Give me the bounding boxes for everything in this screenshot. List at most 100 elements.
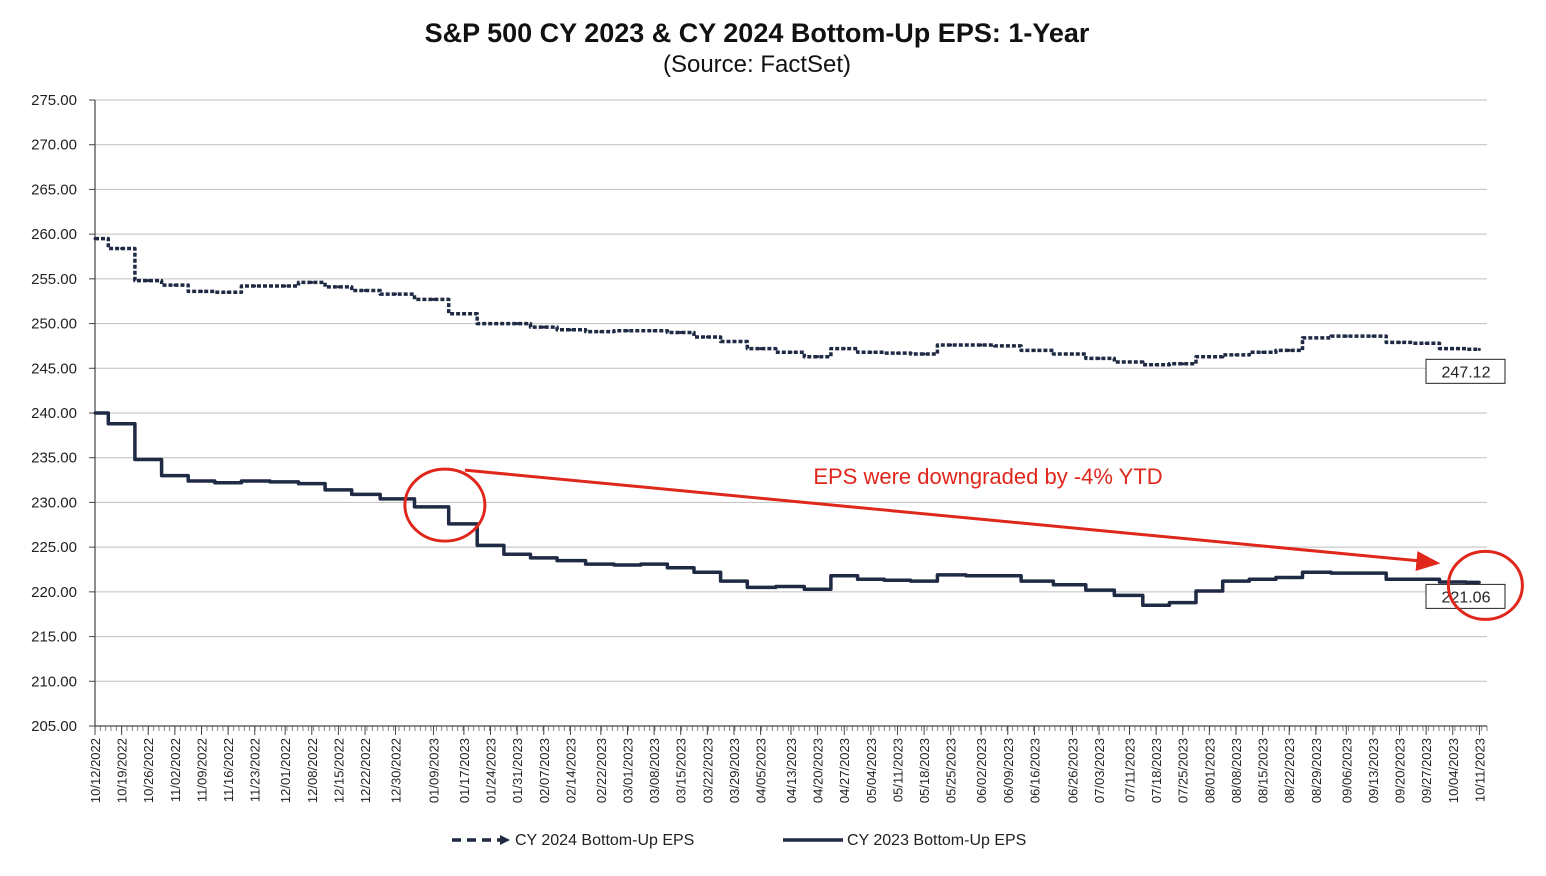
data-point-cy2024 — [146, 279, 150, 283]
data-point-cy2024 — [759, 347, 763, 351]
x-tick-label: 10/12/2022 — [88, 738, 103, 803]
x-tick-label: 03/01/2023 — [620, 738, 635, 803]
x-tick-label: 08/22/2023 — [1282, 738, 1297, 803]
annotation-text: EPS were downgraded by -4% YTD — [813, 464, 1162, 489]
x-tick-label: 08/15/2023 — [1256, 738, 1271, 803]
x-tick-label: 04/05/2023 — [754, 738, 769, 803]
x-tick-label: 12/30/2022 — [388, 738, 403, 803]
data-point-cy2023 — [310, 482, 314, 486]
data-point-cy2023 — [1424, 577, 1428, 581]
data-point-cy2024 — [568, 328, 572, 332]
data-point-cy2024 — [842, 347, 846, 351]
data-point-cy2023 — [979, 574, 983, 578]
x-tick-label: 01/24/2023 — [484, 738, 499, 803]
x-tick-label: 11/02/2022 — [168, 738, 183, 802]
x-tick-label: 03/29/2023 — [727, 738, 742, 803]
legend-label-cy2024: CY 2024 Bottom-Up EPS — [515, 832, 694, 849]
x-tick-label: 01/31/2023 — [510, 738, 525, 803]
data-point-cy2023 — [1477, 580, 1481, 584]
annotation: EPS were downgraded by -4% YTD — [403, 464, 1524, 621]
data-point-cy2024 — [253, 284, 257, 288]
data-point-cy2024 — [336, 285, 340, 289]
data-point-cy2024 — [1451, 347, 1455, 351]
data-point-cy2023 — [922, 579, 926, 583]
data-point-cy2024 — [1371, 334, 1375, 338]
data-point-cy2024 — [979, 343, 983, 347]
y-tick-label: 230.00 — [31, 494, 77, 511]
x-tick-label: 04/13/2023 — [784, 738, 799, 803]
y-tick-label: 275.00 — [31, 92, 77, 109]
x-tick-label: 05/18/2023 — [917, 738, 932, 803]
x-tick-label: 07/18/2023 — [1149, 738, 1164, 803]
data-point-cy2024 — [283, 284, 287, 288]
data-point-cy2024 — [462, 312, 466, 316]
data-point-cy2024 — [489, 322, 493, 326]
data-point-cy2024 — [949, 343, 953, 347]
x-tick-label: 02/22/2023 — [594, 738, 609, 803]
data-point-cy2023 — [283, 480, 287, 484]
x-tick-label: 03/08/2023 — [647, 738, 662, 803]
data-point-cy2023 — [679, 566, 683, 570]
series-line-cy2024 — [95, 236, 1480, 367]
annotation-arrow-head — [1415, 551, 1441, 572]
data-point-cy2024 — [1006, 344, 1010, 348]
data-point-cy2023 — [253, 479, 257, 483]
data-point-cy2024 — [922, 352, 926, 356]
data-point-cy2023 — [1287, 576, 1291, 580]
legend-label-cy2023: CY 2023 Bottom-Up EPS — [847, 832, 1026, 849]
x-axis: 10/12/2022 10/19/2022 10/26/2022 11/02/2022… — [88, 726, 1488, 803]
data-point-cy2024 — [431, 297, 435, 301]
data-point-cy2024 — [816, 355, 820, 359]
x-tick-label: 09/27/2023 — [1419, 738, 1434, 803]
x-tick-label: 07/03/2023 — [1092, 738, 1107, 803]
data-point-cy2024 — [1287, 348, 1291, 352]
annotation-arrow-line — [464, 468, 1425, 563]
data-point-cy2023 — [789, 584, 793, 588]
data-point-cy2023 — [869, 577, 873, 581]
data-point-cy2024 — [310, 280, 314, 284]
data-point-cy2023 — [1261, 577, 1265, 581]
x-tick-label: 01/09/2023 — [426, 738, 441, 803]
data-point-cy2023 — [199, 479, 203, 483]
x-tick-label: 11/16/2022 — [221, 738, 236, 802]
data-point-cy2023 — [173, 474, 177, 478]
y-tick-label: 240.00 — [31, 405, 77, 422]
data-point-cy2024 — [120, 246, 124, 250]
data-point-cy2023 — [816, 587, 820, 591]
data-point-cy2024 — [1070, 352, 1074, 356]
data-point-cy2023 — [759, 585, 763, 589]
data-point-cy2024 — [1154, 363, 1158, 367]
x-tick-label: 03/22/2023 — [700, 738, 715, 803]
data-point-cy2024 — [625, 329, 629, 333]
data-point-cy2023 — [1097, 588, 1101, 592]
end-label-box — [1425, 358, 1506, 384]
data-point-cy2024 — [789, 350, 793, 354]
x-tick-label: 03/15/2023 — [674, 738, 689, 803]
x-tick-label: 01/17/2023 — [457, 738, 472, 803]
x-tick-label: 07/11/2023 — [1122, 738, 1137, 802]
data-point-cy2023 — [625, 563, 629, 567]
data-point-cy2023 — [1371, 571, 1375, 575]
data-point-cy2024 — [705, 335, 709, 339]
data-point-cy2024 — [393, 292, 397, 296]
data-point-cy2024 — [1314, 336, 1318, 340]
data-point-cy2024 — [1207, 355, 1211, 359]
chart-subtitle: (Source: FactSet) — [663, 51, 851, 78]
x-tick-label: 05/25/2023 — [944, 738, 959, 803]
data-point-cy2023 — [146, 458, 150, 462]
data-point-cy2023 — [489, 543, 493, 547]
data-point-cy2024 — [93, 237, 97, 241]
data-point-cy2023 — [393, 497, 397, 501]
data-point-cy2023 — [705, 570, 709, 574]
y-tick-label: 215.00 — [31, 629, 77, 646]
y-tick-label: 255.00 — [31, 271, 77, 288]
data-point-cy2024 — [1261, 350, 1265, 354]
data-point-cy2024 — [1398, 340, 1402, 344]
data-point-cy2023 — [1006, 574, 1010, 578]
data-point-cy2023 — [1314, 570, 1318, 574]
data-point-cy2023 — [652, 562, 656, 566]
x-tick-label: 09/06/2023 — [1339, 738, 1354, 803]
data-point-cy2024 — [599, 330, 603, 334]
